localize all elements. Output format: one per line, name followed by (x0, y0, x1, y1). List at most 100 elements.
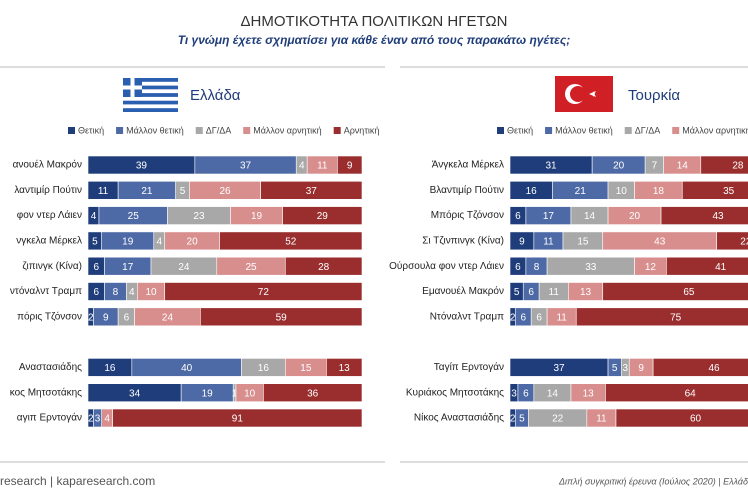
bar-segment (575, 307, 748, 327)
value-label: 31 (546, 161, 558, 172)
value-label: 5 (92, 237, 98, 248)
legend-swatch (545, 127, 553, 134)
value-label: 6 (515, 262, 521, 273)
value-label: 65 (683, 287, 695, 298)
value-label: 6 (124, 312, 130, 323)
value-label: 5 (612, 363, 618, 374)
value-label: 16 (104, 363, 116, 374)
value-label: 11 (543, 237, 554, 248)
bar-segment (260, 181, 363, 200)
chart-title: Τουρκία (628, 87, 680, 104)
legend-swatch (333, 127, 341, 134)
category-label: αγιπ Ερντογάν (17, 412, 82, 424)
category-label: Κυριάκος Μητσοτάκης (406, 386, 504, 398)
category-label: Εμανουέλ Μακρόν (422, 285, 504, 297)
value-label: 6 (93, 262, 99, 273)
bar-segment (200, 307, 363, 327)
value-label: 21 (141, 186, 153, 197)
category-label: κος Μητσοτάκης (10, 386, 82, 398)
bar-segment (337, 155, 363, 175)
category-label: ντόναλντ Τραμπ (10, 285, 82, 297)
value-label: 19 (202, 388, 214, 399)
legend-label: Μάλλον θετική (126, 125, 184, 135)
value-label: 6 (520, 312, 526, 323)
value-label: 23 (193, 211, 205, 222)
value-label: 10 (145, 287, 157, 298)
value-label: 24 (178, 262, 190, 273)
value-label: 1 (232, 388, 238, 399)
value-label: 5 (514, 287, 520, 298)
value-label: 22 (552, 414, 564, 425)
value-label: 33 (585, 262, 597, 273)
value-label: 7 (652, 161, 658, 172)
footer-right: Διπλή συγκριτική έρευνα (Ιούλιος 2020) |… (558, 476, 748, 486)
category-label: φον ντερ Λάιεν (17, 209, 82, 221)
value-label: 4 (104, 414, 110, 425)
value-label: 25 (128, 211, 140, 222)
value-label: 37 (306, 186, 318, 197)
value-label: 2 (510, 312, 516, 323)
value-label: 11 (549, 287, 560, 298)
value-label: 60 (690, 414, 702, 425)
value-label: 4 (299, 161, 305, 172)
legend-swatch (624, 127, 632, 134)
value-label: 5 (180, 186, 186, 197)
value-label: 15 (300, 363, 312, 374)
value-label: 19 (251, 211, 263, 222)
legend-label: Μάλλον θετική (555, 125, 613, 135)
value-label: 37 (553, 363, 565, 374)
bar-segment (263, 383, 363, 403)
value-label: 52 (285, 237, 297, 248)
value-label: 43 (712, 211, 724, 222)
bar-segment (666, 256, 748, 276)
category-label: Αναστασιάδης (19, 361, 82, 373)
bar-segment (164, 282, 363, 301)
flag-greece (123, 78, 178, 112)
title: ΔΗΜΟΤΙΚΟΤΗΤΑ ΠΟΛΙΤΙΚΩΝ ΗΓΕΤΩΝ (241, 13, 508, 30)
legend-label: Θετική (78, 125, 104, 135)
value-label: 5 (519, 414, 525, 425)
value-label: 17 (122, 262, 134, 273)
legend-swatch (672, 127, 680, 134)
value-label: 13 (339, 363, 351, 374)
bar-segment (700, 155, 748, 175)
footer-left: research | kaparesearch.com (0, 474, 155, 488)
value-label: 14 (547, 388, 559, 399)
value-label: 6 (93, 287, 99, 298)
value-label: 26 (219, 186, 231, 197)
subtitle: Τι γνώμη έχετε σχηματίσει για κάθε έναν … (178, 33, 571, 47)
legend-label: ΔΓ/ΔΑ (635, 125, 660, 135)
value-label: 21 (575, 186, 587, 197)
value-label: 6 (528, 287, 534, 298)
value-label: 25 (245, 262, 257, 273)
value-label: 35 (723, 186, 735, 197)
value-label: 2 (88, 312, 94, 323)
value-label: 4 (129, 287, 135, 298)
category-label: Ούρσουλα φον ντερ Λάιεν (389, 260, 504, 272)
category-label: Βλαντιμίρ Πούτιν (430, 184, 504, 196)
bar-segment (112, 408, 363, 428)
value-label: 6 (536, 312, 542, 323)
chart-title: Ελλάδα (190, 87, 241, 104)
value-label: 6 (523, 388, 529, 399)
bar-segment (681, 181, 748, 200)
category-label: Νίκος Αναστασιάδης (414, 412, 504, 424)
value-label: 2 (510, 414, 516, 425)
value-label: 17 (543, 211, 555, 222)
legend-swatch (195, 127, 203, 134)
bar-segment (326, 358, 363, 377)
bar-segment (605, 383, 748, 403)
value-label: 9 (519, 237, 525, 248)
value-label: 37 (240, 161, 252, 172)
value-label: 6 (515, 211, 521, 222)
bar-segment (615, 408, 748, 428)
bar-segment (282, 206, 363, 225)
value-label: 24 (162, 312, 174, 323)
value-label: 12 (645, 262, 657, 273)
value-label: 3 (95, 414, 101, 425)
value-label: 91 (232, 414, 244, 425)
value-label: 22 (740, 237, 748, 248)
value-label: 13 (583, 388, 595, 399)
bar-segment (716, 231, 748, 251)
